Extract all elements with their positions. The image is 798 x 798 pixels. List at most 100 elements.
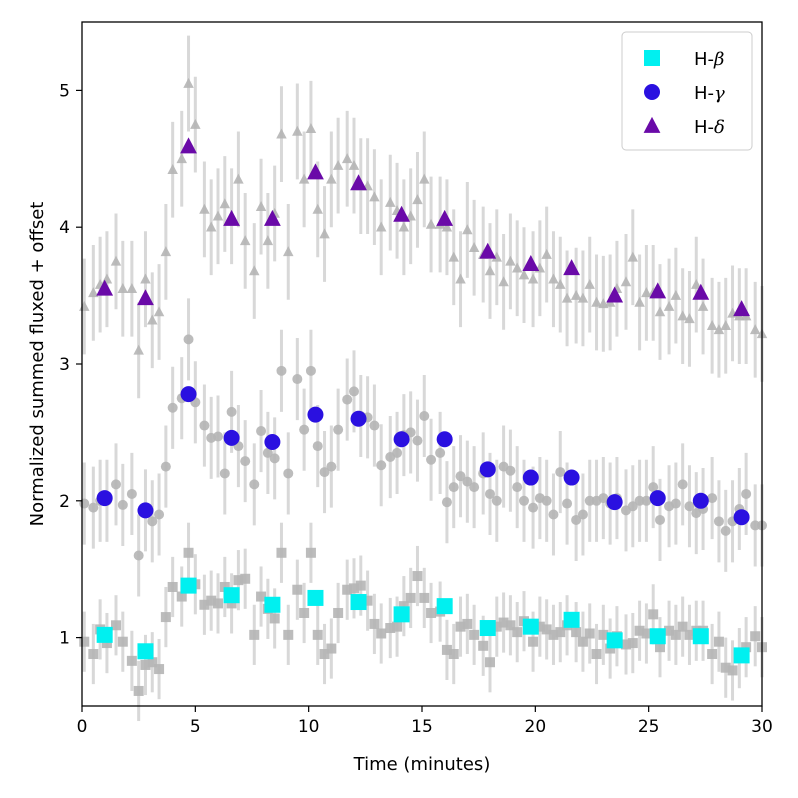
binned-point — [563, 469, 580, 486]
raw-point — [375, 221, 387, 232]
binned-point — [137, 502, 154, 519]
raw-point — [577, 509, 588, 520]
raw-point — [376, 460, 387, 471]
binned-point — [522, 618, 539, 635]
raw-point — [133, 685, 144, 696]
raw-point — [654, 306, 666, 317]
raw-point — [684, 501, 695, 512]
raw-point — [276, 365, 287, 376]
raw-point — [648, 609, 659, 620]
raw-point — [727, 665, 738, 676]
raw-point — [153, 306, 165, 317]
raw-point — [555, 627, 566, 638]
y-axis-ticks: 1 2 3 4 5 — [59, 81, 82, 649]
raw-point — [88, 287, 99, 298]
raw-point — [706, 319, 718, 330]
raw-point — [147, 314, 158, 325]
raw-point — [670, 498, 681, 509]
raw-point — [512, 627, 523, 638]
raw-point — [226, 598, 237, 609]
raw-point — [392, 447, 403, 458]
raw-point — [462, 618, 473, 629]
raw-point — [469, 482, 480, 493]
raw-point — [117, 499, 128, 510]
binned-point — [522, 469, 539, 486]
raw-point — [147, 516, 158, 527]
binned-point — [393, 606, 410, 623]
raw-point — [419, 592, 430, 603]
raw-point — [219, 581, 230, 592]
binned-point — [563, 611, 580, 628]
raw-point — [720, 525, 731, 536]
raw-point — [262, 447, 273, 458]
raw-point — [305, 365, 316, 376]
raw-point — [256, 426, 267, 437]
legend-marker — [644, 50, 660, 66]
binned-point — [307, 589, 324, 606]
raw-point — [212, 210, 224, 221]
raw-point — [462, 476, 473, 487]
binned-point — [264, 596, 281, 613]
raw-point — [269, 453, 280, 464]
raw-point — [326, 643, 337, 654]
binned-point — [96, 279, 114, 296]
legend-marker — [643, 116, 661, 133]
raw-point — [441, 221, 453, 232]
raw-point — [505, 255, 516, 266]
binned-point — [223, 587, 240, 604]
raw-point — [269, 613, 280, 624]
raw-point — [435, 447, 446, 458]
x-tick-label: 15 — [411, 717, 433, 737]
raw-point — [591, 649, 602, 660]
raw-point — [205, 221, 217, 232]
raw-point — [398, 601, 409, 612]
raw-point — [376, 628, 387, 639]
raw-point — [605, 643, 616, 654]
legend-box — [621, 31, 753, 151]
raw-point — [412, 571, 423, 582]
binned-point — [180, 137, 197, 154]
y-tick-label: 1 — [59, 629, 70, 649]
raw-point — [101, 638, 112, 649]
raw-point — [469, 629, 480, 640]
raw-point — [441, 497, 452, 508]
raw-point — [126, 488, 137, 499]
binned-point — [479, 461, 496, 478]
raw-point — [226, 406, 237, 417]
raw-point — [455, 621, 466, 632]
raw-point — [213, 431, 223, 442]
y-tick-label: 5 — [59, 81, 70, 101]
raw-point — [485, 488, 495, 499]
raw-point — [491, 251, 503, 262]
raw-point — [199, 420, 210, 431]
raw-point — [749, 324, 761, 335]
raw-point — [720, 319, 731, 330]
raw-point — [233, 173, 244, 184]
raw-point — [505, 620, 516, 631]
raw-point — [319, 649, 330, 660]
raw-point — [577, 292, 589, 303]
binned-point — [264, 433, 281, 450]
raw-point — [455, 471, 466, 482]
raw-point — [111, 620, 121, 631]
raw-point — [713, 516, 724, 527]
binned-point — [649, 628, 666, 645]
raw-point — [641, 495, 652, 506]
raw-point — [412, 435, 423, 446]
raw-point — [561, 292, 573, 303]
raw-point — [160, 246, 172, 257]
raw-point — [126, 283, 138, 294]
binned-point — [436, 209, 454, 226]
raw-point — [528, 636, 539, 647]
raw-point — [591, 296, 602, 307]
raw-point — [697, 300, 709, 311]
raw-point — [750, 631, 761, 642]
raw-point — [183, 77, 194, 88]
raw-point — [655, 514, 665, 525]
binned-point — [307, 406, 324, 423]
raw-point — [519, 495, 529, 506]
raw-point — [117, 636, 128, 647]
raw-point — [684, 629, 695, 640]
raw-point — [276, 128, 287, 139]
